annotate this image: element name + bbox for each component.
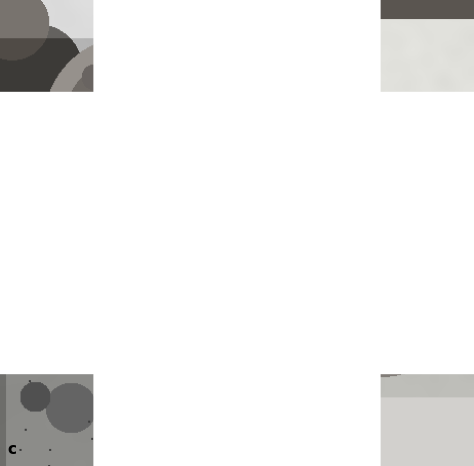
Text: 500 nm: 500 nm	[321, 306, 348, 311]
Text: a: a	[7, 207, 18, 222]
Text: d: d	[246, 442, 256, 457]
Text: 345 nm: 345 nm	[321, 266, 347, 272]
Text: 500 nm: 500 nm	[392, 366, 419, 372]
Text: c: c	[7, 442, 16, 457]
Text: b: b	[246, 207, 256, 222]
